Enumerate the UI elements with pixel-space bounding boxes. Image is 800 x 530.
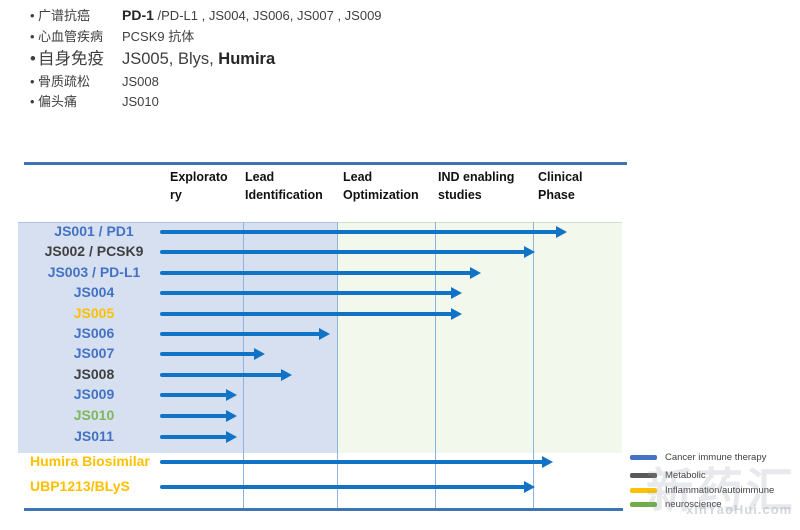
legend-label: neuroscience (665, 499, 722, 510)
phase-header-lead-identification: Lead Identification (245, 170, 323, 203)
legend-item: Inflammation/autoimmune (630, 485, 774, 496)
legend-item: Cancer immune therapy (630, 452, 766, 463)
bullet-icon: • (30, 73, 35, 89)
row-label: UBP1213/BLyS (30, 478, 130, 494)
summary-value-bold: PD-1 (122, 7, 154, 23)
row-label: JS004 (73, 284, 115, 300)
pipeline-arrow (160, 271, 473, 275)
phase-gridline (243, 222, 244, 509)
pipeline-arrow (160, 332, 322, 336)
bullet-icon: • (30, 94, 35, 110)
pipeline-arrow (160, 250, 526, 254)
pipeline-arrow (160, 352, 256, 356)
chart-top-border (24, 162, 627, 165)
phase-header-lead-optimization: Lead Optimization (343, 170, 419, 203)
row-label: JS003 / PD-L1 (47, 264, 141, 280)
row-label: Humira Biosimilar (30, 453, 150, 469)
summary-line: • 偏头痛 JS010 (30, 93, 382, 111)
phase-gridline (435, 222, 436, 509)
arrow-head-icon (555, 226, 567, 238)
pipeline-arrow (160, 393, 229, 397)
arrow-head-icon (541, 456, 553, 468)
bullet-icon: • (30, 50, 36, 69)
pipeline-arrow (160, 291, 454, 295)
pipeline-arrow (160, 414, 229, 418)
therapeutic-areas-summary: • 广谱抗癌 PD-1 /PD-L1 , JS004, JS006, JS007… (30, 6, 382, 114)
arrow-head-icon (451, 308, 463, 320)
late-stage-band (337, 222, 622, 453)
summary-line: • 广谱抗癌 PD-1 /PD-L1 , JS004, JS006, JS007… (30, 6, 382, 25)
summary-value: JS005, Blys, Humira (122, 48, 275, 70)
arrow-head-icon (226, 410, 238, 422)
summary-line: • 骨质疏松 JS008 (30, 73, 382, 91)
row-label: JS006 (73, 325, 115, 341)
legend-swatch (630, 502, 657, 507)
phase-gridline (337, 222, 338, 509)
arrow-head-icon (451, 287, 463, 299)
bullet-icon: • (30, 28, 35, 44)
arrow-head-icon (226, 431, 238, 443)
arrow-head-icon (253, 348, 265, 360)
summary-value-pre: JS005, Blys, (122, 50, 219, 69)
pipeline-arrow (160, 373, 283, 377)
summary-value-bold: Humira (218, 50, 276, 69)
pipeline-arrow (160, 435, 229, 439)
legend-label: Cancer immune therapy (665, 452, 767, 463)
legend-item: neuroscience (630, 499, 722, 510)
bullet-icon: • (30, 8, 35, 23)
legend-label: Inflammation/autoimmune (665, 485, 775, 496)
row-label: JS011 (74, 428, 114, 444)
row-label: JS002 / PCSK9 (44, 243, 144, 259)
arrow-head-icon (280, 369, 292, 381)
arrow-head-icon (226, 389, 238, 401)
summary-category: 自身免疫 (38, 50, 104, 69)
summary-value: PD-1 /PD-L1 , JS004, JS006, JS007 , JS00… (122, 6, 382, 25)
summary-value: JS010 (122, 94, 159, 110)
pipeline-arrow (160, 312, 454, 316)
summary-category: 广谱抗癌 (38, 8, 91, 23)
summary-value: JS008 (122, 73, 159, 89)
phase-header-ind-enabling: IND enabling studies (438, 170, 515, 203)
legend-swatch (630, 473, 657, 478)
row-label: JS009 (73, 386, 115, 402)
pipeline-arrow (160, 460, 544, 464)
chart-bottom-border (24, 508, 623, 511)
summary-value: PCSK9 抗体 (122, 28, 195, 44)
summary-line: • 心血管疾病 PCSK9 抗体 (30, 28, 382, 46)
arrow-head-icon (470, 267, 482, 279)
summary-category: 偏头痛 (38, 94, 78, 110)
summary-category: 骨质疏松 (38, 73, 91, 89)
row-label: JS008 (73, 366, 115, 382)
row-label: JS005 (73, 305, 115, 321)
row-label: JS001 / PD1 (54, 223, 134, 239)
phase-gridline (533, 222, 534, 509)
summary-category: 心血管疾病 (38, 28, 104, 44)
arrow-head-icon (523, 246, 535, 258)
summary-line: • 自身免疫 JS005, Blys, Humira (30, 48, 382, 70)
row-label: JS010 (73, 407, 115, 423)
phase-header-clinical-phase: Clinical Phase (538, 170, 583, 203)
row-label: JS007 (73, 345, 115, 361)
pipeline-arrow (160, 230, 558, 234)
phase-header-exploratory: Exploratory (170, 170, 228, 203)
legend-swatch (630, 488, 657, 493)
legend-item: Metabolic (630, 470, 706, 481)
summary-value-rest: /PD-L1 , JS004, JS006, JS007 , JS009 (153, 8, 382, 23)
legend-label: Metabolic (665, 470, 706, 481)
legend-swatch (630, 455, 657, 460)
pipeline-arrow (160, 485, 526, 489)
arrow-head-icon (319, 328, 331, 340)
arrow-head-icon (523, 481, 535, 493)
